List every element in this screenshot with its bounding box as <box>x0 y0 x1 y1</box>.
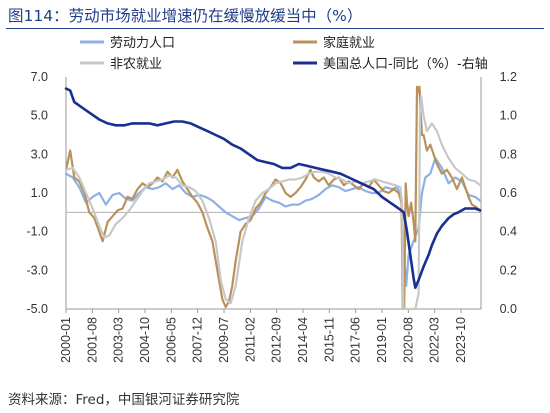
legend-label-4: 美国总人口-同比（%）-右轴 <box>323 57 488 72</box>
x-tick-label: 2022-03 <box>428 317 442 363</box>
right-tick-label: 1.0 <box>500 109 517 123</box>
left-tick-label: -1.0 <box>26 225 48 239</box>
left-tick-label: 5.0 <box>31 109 48 123</box>
left-tick-label: -3.0 <box>26 263 48 277</box>
x-tick-label: 2004-10 <box>138 317 152 363</box>
series-line-4 <box>64 87 482 290</box>
x-tick-label: 2012-09 <box>270 317 284 363</box>
right-tick-label: 1.2 <box>500 70 517 84</box>
right-tick-label: 0.4 <box>500 225 517 239</box>
title-rule <box>6 28 544 29</box>
chart-title: 图114：劳动市场就业增速仍在缓慢放缓当中（%） <box>8 7 363 25</box>
x-tick-label: 2006-05 <box>164 317 178 363</box>
x-tick-label: 2014-04 <box>296 317 310 363</box>
x-tick-label: 2020-08 <box>401 317 415 363</box>
series-line-2 <box>64 85 482 311</box>
x-tick-label: 2019-01 <box>375 317 389 363</box>
right-tick-label: 0.8 <box>500 147 517 161</box>
x-tick-label: 2011-02 <box>243 317 257 362</box>
source-note: 资料来源：Fred，中国银河证券研究院 <box>8 392 240 408</box>
right-tick-label: 0.2 <box>500 263 517 277</box>
x-tick-label: 2001-08 <box>85 317 99 363</box>
left-tick-label: -5.0 <box>26 302 48 316</box>
x-tick-label: 2023-10 <box>454 317 468 363</box>
series-line-3 <box>64 95 482 311</box>
left-tick-label: 1.0 <box>31 186 48 200</box>
legend-label-1: 劳动力人口 <box>110 35 175 51</box>
right-tick-label: 0.6 <box>500 186 517 200</box>
left-tick-label: 7.0 <box>31 70 48 84</box>
x-tick-label: 2003-03 <box>112 317 126 363</box>
x-tick-label: 2007-12 <box>191 317 205 363</box>
series-line-1 <box>64 157 482 287</box>
left-tick-label: 3.0 <box>31 147 48 161</box>
right-tick-label: 0.0 <box>500 302 517 316</box>
x-tick-label: 2009-07 <box>217 317 231 363</box>
legend-label-3: 非农就业 <box>110 57 162 72</box>
x-tick-label: 2015-11 <box>322 317 336 362</box>
x-tick-label: 2000-01 <box>59 317 73 363</box>
legend-label-2: 家庭就业 <box>323 35 375 51</box>
x-tick-label: 2017-06 <box>349 317 363 363</box>
